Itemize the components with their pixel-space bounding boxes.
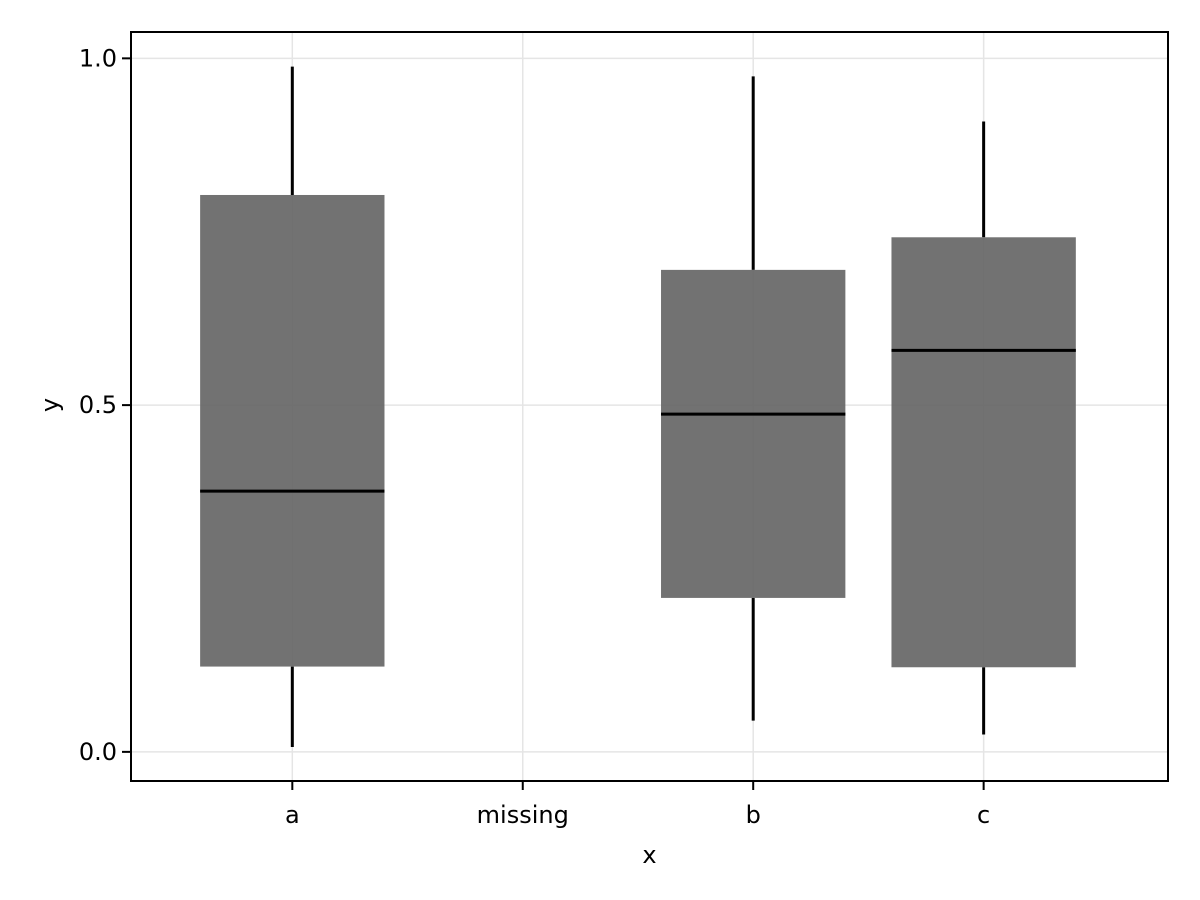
ticks-layer: a missing b c 0.0 0.5 1.0 [79,44,990,829]
y-tick-label: 0.5 [79,391,117,419]
boxes-layer [200,66,1076,748]
box-a [200,194,385,667]
y-axis-label: y [36,398,64,412]
x-tick-label: c [977,801,990,829]
y-tick-label: 0.0 [79,738,117,766]
plot-frame [130,31,1169,782]
y-tick-label: 1.0 [79,44,117,72]
x-axis-label: x [642,841,656,869]
box-b [661,269,846,598]
x-tick-label: b [746,801,761,829]
x-tick-label: a [285,801,300,829]
x-tick-label: missing [477,801,569,829]
box-c [891,237,1076,668]
